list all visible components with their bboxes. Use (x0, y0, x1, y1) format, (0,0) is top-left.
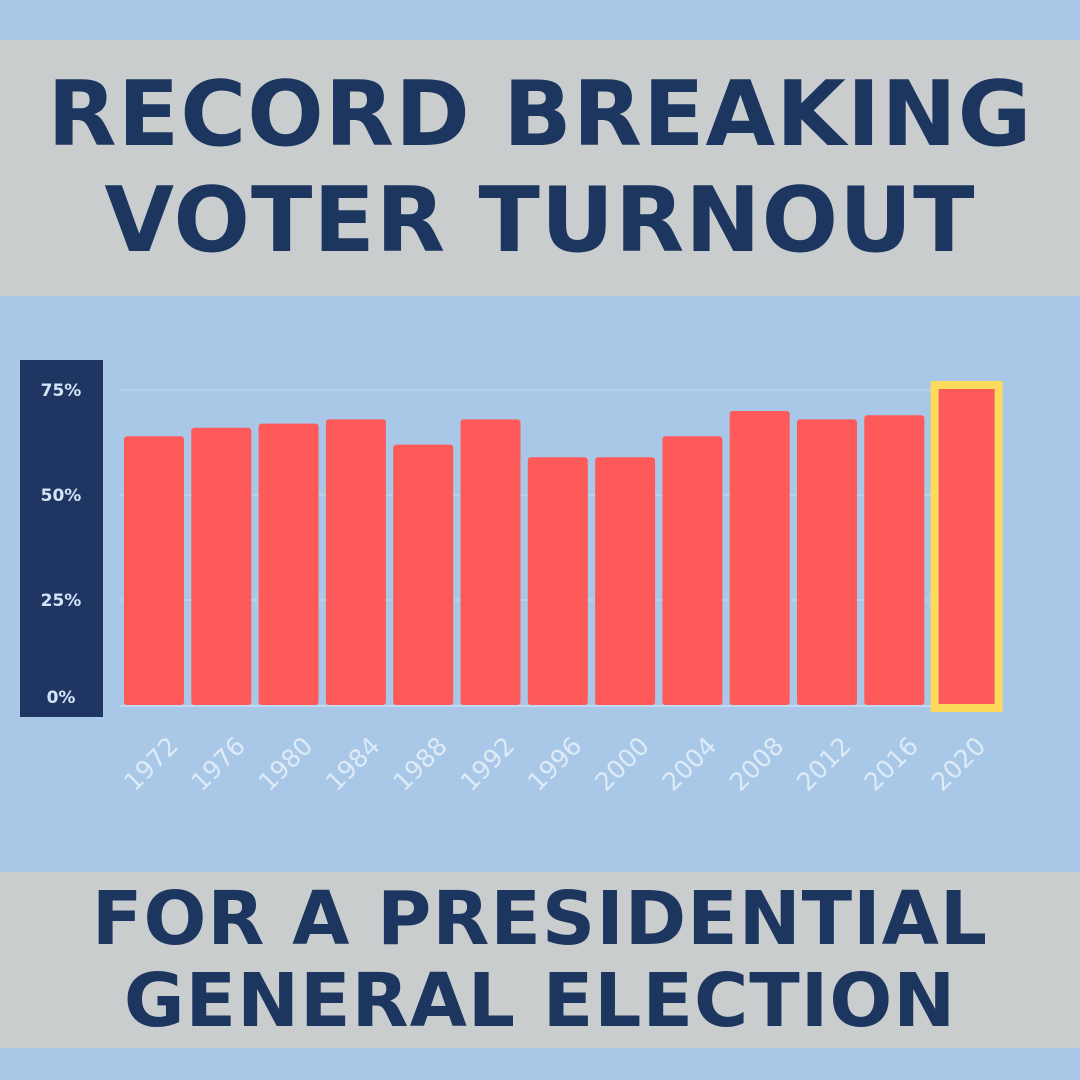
subtitle-line-2: GENERAL ELECTION (123, 958, 957, 1044)
turnout-bar-chart: 0% 25% 50% 75% 1972 1976 1980 1984 1988 1992 1996… (20, 360, 1003, 797)
x-tick-label-1988: 1988 (387, 731, 452, 796)
subtitle-banner: FOR A PRESIDENTIAL GENERAL ELECTION (0, 872, 1080, 1048)
bar-2008 (729, 411, 790, 705)
y-axis-panel (20, 360, 103, 717)
bar-1980 (258, 423, 319, 705)
bar-1984 (325, 419, 386, 705)
x-tick-label-1996: 1996 (522, 731, 587, 796)
x-tick-label-2008: 2008 (724, 731, 789, 796)
bar-1976 (191, 427, 252, 705)
highlight-frame-2020 (930, 381, 1003, 712)
x-tick-label-1980: 1980 (253, 731, 318, 796)
y-tick-label: 50% (41, 486, 82, 506)
x-tick-label-2004: 2004 (657, 731, 722, 796)
y-tick-label: 75% (41, 381, 82, 401)
bar-2016 (864, 415, 925, 705)
title-banner: RECORD BREAKING VOTER TURNOUT (0, 40, 1080, 296)
bar-2000 (595, 457, 656, 705)
bar-2004 (662, 436, 723, 705)
x-tick-label-2016: 2016 (859, 731, 924, 796)
title-line-2: VOTER TURNOUT (104, 168, 976, 273)
bar-2020 (938, 389, 995, 704)
bar-1988 (393, 444, 454, 705)
x-tick-label-1972: 1972 (118, 731, 183, 796)
bar-1996 (527, 457, 588, 705)
y-tick-label: 25% (41, 591, 82, 611)
x-tick-label-2012: 2012 (791, 731, 856, 796)
subtitle-line-1: FOR A PRESIDENTIAL (91, 876, 989, 962)
y-tick-label: 0% (47, 688, 76, 708)
x-tick-label-2020: 2020 (926, 731, 991, 796)
bar-1992 (460, 419, 521, 705)
bar-1972 (124, 436, 184, 705)
bar-2012 (797, 419, 857, 705)
x-tick-label-2000: 2000 (589, 731, 654, 796)
title-line-1: RECORD BREAKING (47, 62, 1033, 167)
x-tick-label-1984: 1984 (320, 731, 385, 796)
x-tick-label-1976: 1976 (186, 731, 251, 796)
x-tick-label-1992: 1992 (455, 731, 520, 796)
